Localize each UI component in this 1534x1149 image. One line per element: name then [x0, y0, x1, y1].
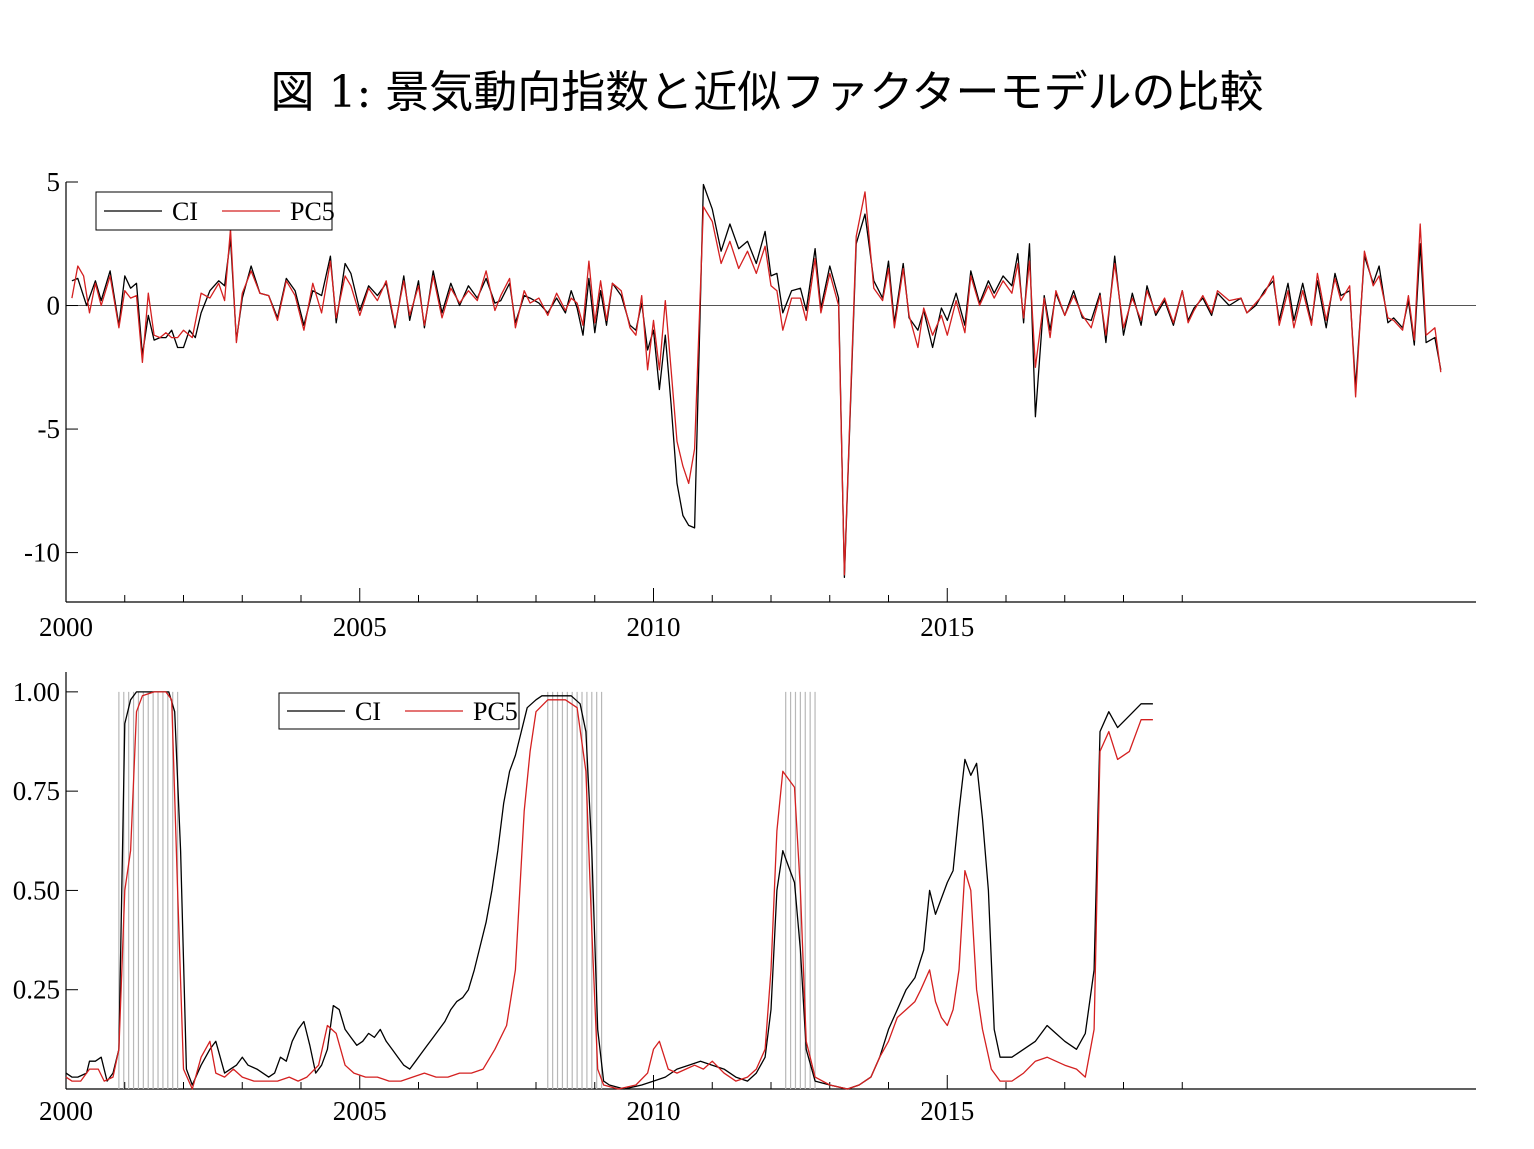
x-tick-label: 2005 [333, 612, 387, 642]
y-tick-label: 0 [47, 291, 61, 321]
legend-label-ci: CI [172, 197, 198, 226]
series-group [71, 183, 1442, 578]
x-tick-label: 2000 [39, 1096, 93, 1126]
y-tick-label: 5 [47, 167, 61, 197]
x-tick-label: 2005 [333, 1096, 387, 1126]
x-tick-label: 2015 [920, 612, 974, 642]
legend-label-pc5: PC5 [290, 197, 335, 226]
legend-label-ci: CI [355, 697, 381, 726]
y-tick-label: 0.50 [13, 875, 60, 905]
chart-top: 2000 2005 2010 2015 5 0 -5 -10 CI PC5 [24, 167, 1476, 642]
x-tick-label: 2015 [920, 1096, 974, 1126]
legend: CI PC5 [95, 191, 335, 231]
series-line-ci [71, 183, 1442, 578]
legend: CI PC5 [278, 692, 520, 730]
x-tick-label: 2010 [627, 612, 681, 642]
y-tick-label: -10 [24, 538, 60, 568]
figure-title: 図 1: 景気動向指数と近似ファクターモデルの比較 [270, 67, 1264, 118]
x-tick-label: 2010 [627, 1096, 681, 1126]
x-tick-label: 2000 [39, 612, 93, 642]
y-tick-label: 0.75 [13, 776, 60, 806]
y-tick-label: -5 [38, 414, 61, 444]
series-line-ci [65, 691, 1153, 1090]
series-group [65, 691, 1153, 1090]
y-tick-label: 0.25 [13, 975, 60, 1005]
y-tick-label: 1.00 [13, 677, 60, 707]
series-line-pc5 [71, 191, 1442, 576]
series-line-pc5 [65, 691, 1153, 1090]
chart-bottom: 2000 2005 2010 2015 1.00 0.75 0.50 0.25 CI PC5 [13, 672, 1476, 1126]
legend-label-pc5: PC5 [473, 697, 518, 726]
